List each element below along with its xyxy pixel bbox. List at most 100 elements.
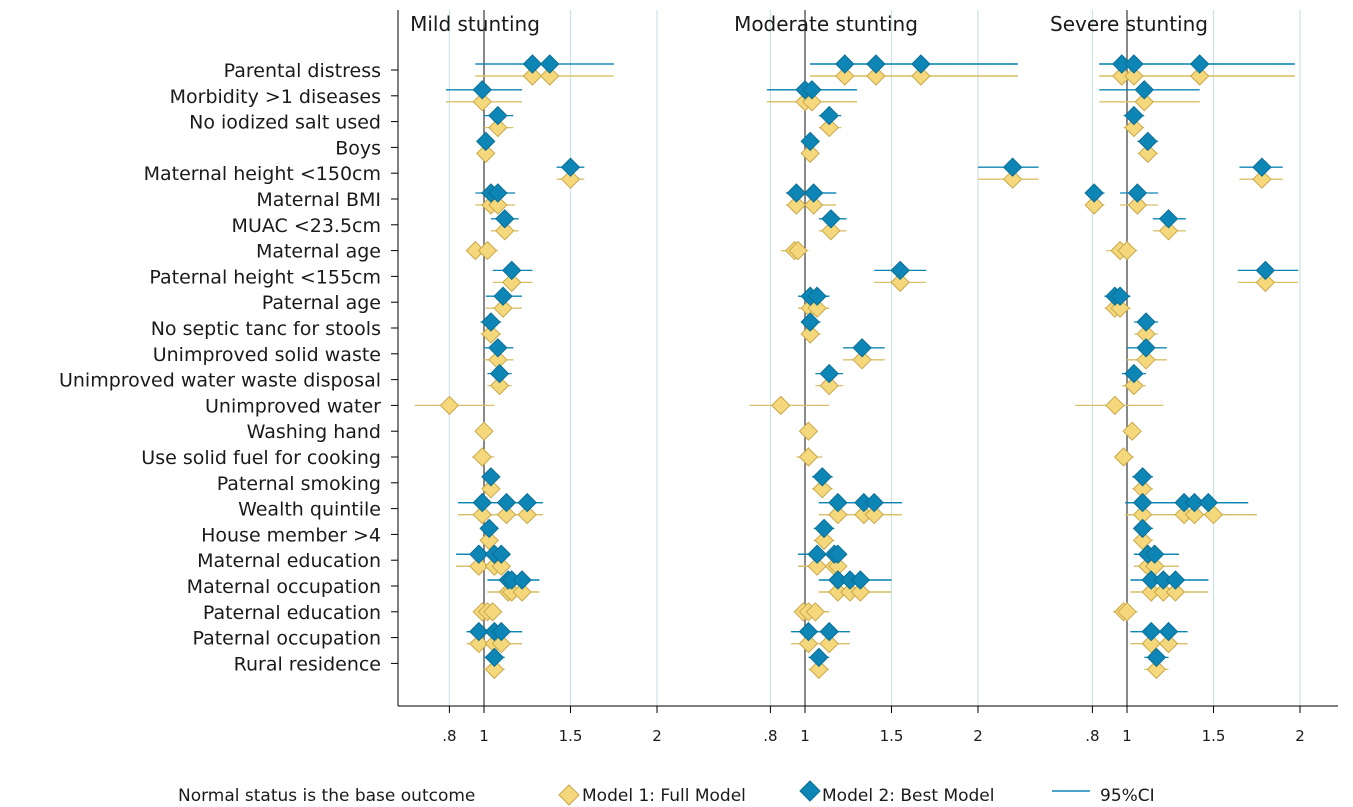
- marker-model2: [1255, 260, 1276, 281]
- marker-model1: [491, 633, 512, 654]
- marker-model2: [1132, 467, 1153, 487]
- row-label: Morbidity >1 diseases: [170, 86, 381, 108]
- legend-model1-marker: [558, 784, 580, 806]
- x-tick-label: 1: [479, 727, 489, 745]
- x-tick-label: 1.5: [880, 727, 904, 745]
- row-label: Paternal smoking: [217, 473, 381, 495]
- marker-model2: [1124, 54, 1144, 74]
- marker-model1: [819, 633, 839, 654]
- marker-model2: [800, 312, 820, 332]
- legend-model2-label: Model 2: Best Model: [822, 786, 994, 806]
- marker-model1: [496, 504, 517, 525]
- row-label: Maternal BMI: [256, 189, 381, 211]
- marker-model2: [802, 80, 822, 100]
- marker-model2: [489, 363, 510, 384]
- row-label: Rural residence: [234, 653, 381, 675]
- marker-model2: [803, 183, 824, 203]
- marker-model2: [866, 54, 886, 74]
- marker-model2: [1141, 621, 1161, 642]
- marker-model1: [1141, 633, 1161, 654]
- row-label: Washing hand: [247, 421, 381, 443]
- marker-model2: [890, 260, 910, 281]
- row-label: Use solid fuel for cooking: [141, 447, 381, 469]
- marker-model2: [864, 492, 884, 513]
- row-label: MUAC <23.5cm: [232, 215, 381, 237]
- panel-title: Severe stunting: [1050, 12, 1208, 36]
- marker-model1: [800, 143, 820, 164]
- x-tick-label: 2: [973, 727, 983, 745]
- row-label: Parental distress: [224, 60, 381, 82]
- marker-model1: [807, 556, 827, 576]
- marker-model2: [1136, 338, 1156, 358]
- marker-model2: [496, 492, 517, 513]
- marker-model1: [798, 447, 819, 467]
- marker-model1: [482, 602, 503, 622]
- marker-model1: [852, 350, 872, 370]
- panel-title: Moderate stunting: [734, 12, 918, 36]
- marker-model2: [807, 544, 827, 564]
- marker-model1: [1252, 169, 1272, 189]
- marker-model2: [852, 338, 872, 358]
- marker-model2: [522, 54, 543, 74]
- marker-model1: [866, 66, 886, 86]
- x-tick-label: .8: [1085, 727, 1099, 745]
- marker-model1: [1255, 272, 1276, 293]
- marker-model2: [472, 80, 492, 100]
- marker-model1: [788, 240, 808, 261]
- marker-model1: [798, 633, 819, 654]
- marker-model2: [469, 544, 489, 564]
- marker-model2: [472, 492, 492, 513]
- marker-model1: [819, 375, 839, 396]
- marker-model1: [850, 582, 871, 602]
- marker-model2: [821, 209, 841, 229]
- marker-model2: [540, 54, 560, 74]
- marker-model2: [1252, 157, 1272, 177]
- marker-model1: [911, 66, 931, 86]
- marker-model2: [798, 621, 819, 642]
- marker-model2: [481, 467, 501, 487]
- marker-model1: [493, 298, 513, 318]
- row-label: Paternal occupation: [192, 628, 381, 650]
- marker-model1: [802, 92, 822, 112]
- marker-model1: [819, 117, 839, 138]
- row-label: Paternal height <155cm: [149, 266, 381, 288]
- marker-model2: [1158, 209, 1179, 229]
- marker-model2: [1127, 183, 1148, 203]
- marker-model2: [1132, 518, 1153, 539]
- marker-model1: [1134, 92, 1155, 112]
- marker-model1: [522, 66, 543, 86]
- x-tick-label: .8: [763, 727, 777, 745]
- marker-model2: [495, 209, 515, 229]
- marker-model2: [481, 312, 501, 332]
- marker-model1: [472, 92, 492, 112]
- marker-model1: [495, 221, 515, 241]
- marker-model2: [1146, 647, 1167, 668]
- marker-model2: [1144, 544, 1165, 564]
- marker-model2: [835, 54, 855, 74]
- marker-model2: [1184, 492, 1205, 513]
- marker-model1: [1146, 659, 1167, 680]
- marker-model2: [1189, 54, 1210, 74]
- marker-model1: [1117, 240, 1137, 261]
- marker-model1: [491, 556, 512, 576]
- row-label: Maternal education: [197, 550, 381, 572]
- marker-model2: [488, 183, 508, 203]
- row-label: Boys: [335, 137, 381, 159]
- x-tick-label: 1: [800, 727, 810, 745]
- marker-model2: [1134, 80, 1155, 100]
- marker-model1: [814, 530, 834, 551]
- x-tick-label: 1: [1122, 727, 1132, 745]
- marker-model1: [786, 195, 807, 215]
- marker-model1: [864, 504, 884, 525]
- marker-model2: [850, 570, 871, 590]
- row-label: Maternal height <150cm: [144, 163, 381, 185]
- marker-model1: [488, 195, 508, 215]
- row-label: Wealth quintile: [238, 499, 381, 521]
- marker-model2: [476, 131, 496, 152]
- panel-title: Mild stunting: [410, 12, 540, 36]
- marker-model1: [890, 272, 910, 293]
- marker-model1: [512, 582, 532, 602]
- marker-model1: [1127, 195, 1148, 215]
- marker-model1: [481, 479, 501, 499]
- marker-model2: [1132, 492, 1153, 513]
